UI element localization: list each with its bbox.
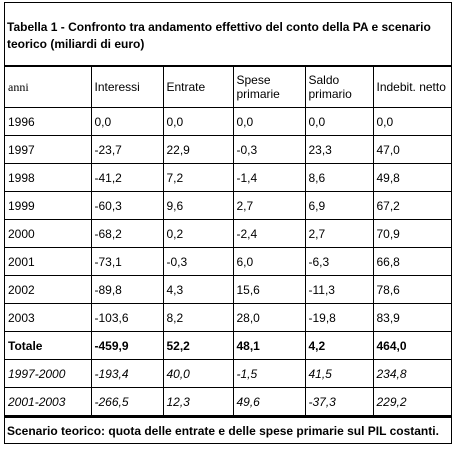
cell: 49,8 [372, 163, 451, 192]
column-header: Spese primarie [232, 67, 306, 108]
cell: 67,2 [372, 191, 451, 220]
cell: 8,6 [304, 163, 374, 192]
table-row: 1997-2000 -193,4 40,0 -1,5 41,5 234,8 [5, 359, 451, 388]
cell: 40,0 [162, 359, 234, 388]
table-row: 1997 -23,7 22,9 -0,3 23,3 47,0 [5, 135, 451, 164]
cell: 22,9 [162, 135, 234, 164]
cell: 6,0 [232, 247, 306, 276]
cell: -2,4 [232, 219, 306, 248]
cell: -193,4 [90, 359, 164, 388]
table-row: 1999 -60,3 9,6 2,7 6,9 67,2 [5, 191, 451, 220]
table-row: 2002 -89,8 4,3 15,6 -11,3 78,6 [5, 275, 451, 304]
column-header: Indebit. netto [372, 67, 451, 108]
cell: 41,5 [304, 359, 374, 388]
table-row: 1996 0,0 0,0 0,0 0,0 0,0 [5, 107, 451, 136]
cell: 229,2 [372, 387, 451, 416]
cell: 2,7 [232, 191, 306, 220]
cell: 70,9 [372, 219, 451, 248]
cell: 0,0 [372, 107, 451, 136]
header-row: anni Interessi Entrate Spese primarie Saldo … [5, 67, 451, 108]
cell: 464,0 [372, 331, 451, 360]
cell: -6,3 [304, 247, 374, 276]
cell: -0,3 [162, 247, 234, 276]
row-label: Totale [5, 331, 92, 360]
cell: 15,6 [232, 275, 306, 304]
cell: -41,2 [90, 163, 164, 192]
title: Tabella 1 - Confronto tra andamento effe… [5, 3, 451, 67]
footnote: Scenario teorico: quota delle entrate e … [5, 416, 451, 443]
cell: 4,3 [162, 275, 234, 304]
cell: -103,6 [90, 303, 164, 332]
cell: 0,2 [162, 219, 234, 248]
cell: 234,8 [372, 359, 451, 388]
cell: -60,3 [90, 191, 164, 220]
cell: 52,2 [162, 331, 234, 360]
cell: 0,0 [162, 107, 234, 136]
cell: 2,7 [304, 219, 374, 248]
cell: -89,8 [90, 275, 164, 304]
table-row: 2001-2003 -266,5 12,3 49,6 -37,3 229,2 [5, 387, 451, 416]
table-box: Tabella 1 - Confronto tra andamento effe… [4, 2, 452, 444]
column-header: Interessi [90, 67, 164, 108]
cell: 4,2 [304, 331, 374, 360]
data-table: anni Interessi Entrate Spese primarie Saldo … [5, 67, 451, 416]
table-row: 2003 -103,6 8,2 28,0 -19,8 83,9 [5, 303, 451, 332]
column-header: Saldo primario [304, 67, 374, 108]
row-label: 1997-2000 [5, 359, 92, 388]
cell: -0,3 [232, 135, 306, 164]
cell: 78,6 [372, 275, 451, 304]
cell: 49,6 [232, 387, 306, 416]
column-header: anni [5, 67, 92, 108]
row-label: 1996 [5, 107, 92, 136]
cell: -23,7 [90, 135, 164, 164]
cell: 8,2 [162, 303, 234, 332]
row-label: 1999 [5, 191, 92, 220]
cell: 0,0 [90, 107, 164, 136]
cell: 0,0 [232, 107, 306, 136]
cell: -37,3 [304, 387, 374, 416]
table-row: 1998 -41,2 7,2 -1,4 8,6 49,8 [5, 163, 451, 192]
cell: -19,8 [304, 303, 374, 332]
row-label: 2002 [5, 275, 92, 304]
cell: -73,1 [90, 247, 164, 276]
cell: -68,2 [90, 219, 164, 248]
cell: 83,9 [372, 303, 451, 332]
column-header: Entrate [162, 67, 234, 108]
table-row: 2000 -68,2 0,2 -2,4 2,7 70,9 [5, 219, 451, 248]
row-label: 2001 [5, 247, 92, 276]
row-label: 2003 [5, 303, 92, 332]
cell: 9,6 [162, 191, 234, 220]
cell: 6,9 [304, 191, 374, 220]
cell: -1,5 [232, 359, 306, 388]
cell: 48,1 [232, 331, 306, 360]
cell: -266,5 [90, 387, 164, 416]
row-label: 1998 [5, 163, 92, 192]
cell: 7,2 [162, 163, 234, 192]
row-label: 2001-2003 [5, 387, 92, 416]
cell: 12,3 [162, 387, 234, 416]
cell: 66,8 [372, 247, 451, 276]
cell: -11,3 [304, 275, 374, 304]
cell: 0,0 [304, 107, 374, 136]
cell: 28,0 [232, 303, 306, 332]
row-label: 2000 [5, 219, 92, 248]
cell: -459,9 [90, 331, 164, 360]
table-row: Totale -459,9 52,2 48,1 4,2 464,0 [5, 331, 451, 360]
row-label: 1997 [5, 135, 92, 164]
cell: -1,4 [232, 163, 306, 192]
table-row: 2001 -73,1 -0,3 6,0 -6,3 66,8 [5, 247, 451, 276]
cell: 47,0 [372, 135, 451, 164]
cell: 23,3 [304, 135, 374, 164]
